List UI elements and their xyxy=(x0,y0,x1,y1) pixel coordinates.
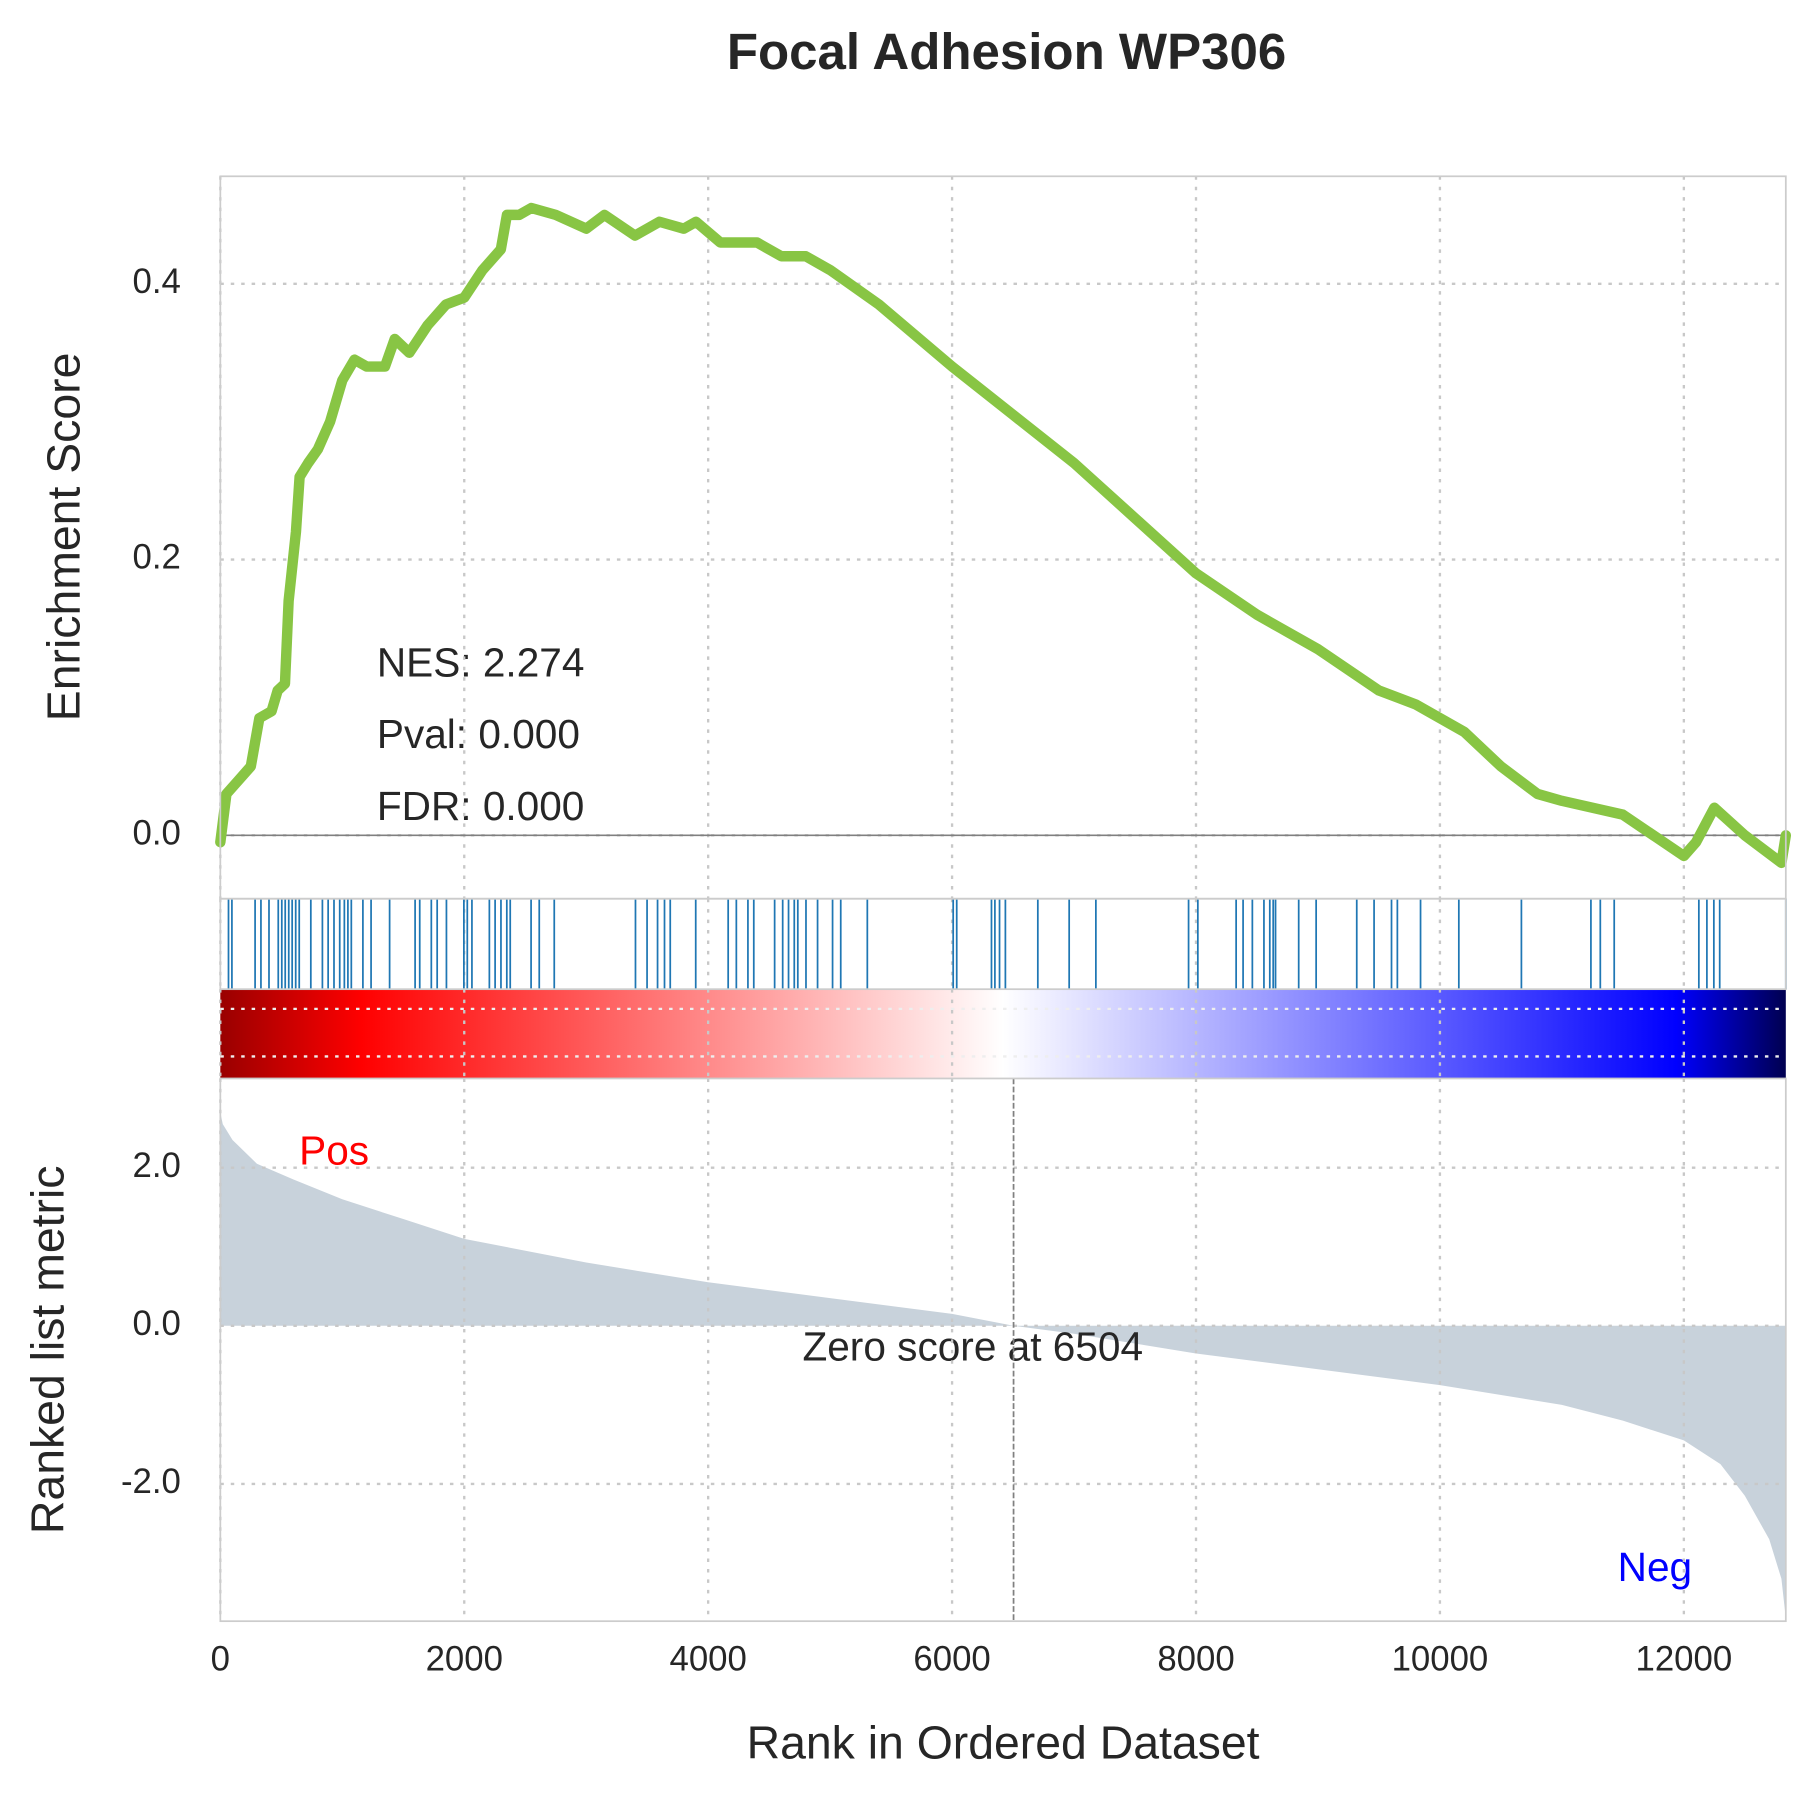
y-tick-label: 0.2 xyxy=(133,539,181,577)
x-tick-label: 4000 xyxy=(669,1641,746,1679)
y-tick-label: 0.4 xyxy=(133,263,181,301)
y-axis-label: Enrichment Score xyxy=(38,353,90,722)
x-tick-label: 8000 xyxy=(1157,1641,1234,1679)
metric-area xyxy=(220,1112,1786,1619)
y-tick-label: 0.0 xyxy=(133,814,181,852)
y-tick-label: -2.0 xyxy=(121,1463,181,1501)
y-tick-label: 2.0 xyxy=(133,1147,181,1185)
enrichment-line xyxy=(215,202,1792,869)
colorbar xyxy=(220,989,1786,1079)
chart-title: Focal Adhesion WP306 xyxy=(727,23,1286,80)
x-tick-label: 12000 xyxy=(1636,1641,1733,1679)
axes-frame xyxy=(219,1077,1787,1623)
stat-label: FDR: 0.000 xyxy=(377,783,585,829)
y-tick-label: 0.0 xyxy=(133,1305,181,1343)
zero-score-label: Zero score at 6504 xyxy=(802,1324,1143,1370)
x-tick-label: 2000 xyxy=(426,1641,503,1679)
pos-label: Pos xyxy=(299,1128,369,1174)
stat-label: Pval: 0.000 xyxy=(377,711,580,757)
x-tick-label: 0 xyxy=(211,1641,230,1679)
x-tick-label: 10000 xyxy=(1392,1641,1489,1679)
neg-label: Neg xyxy=(1618,1544,1692,1590)
x-tick-label: 6000 xyxy=(913,1641,990,1679)
y-axis-label: Ranked list metric xyxy=(21,1166,73,1535)
x-axis-label: Rank in Ordered Dataset xyxy=(747,1717,1260,1769)
axes-frame xyxy=(219,897,1787,991)
stat-label: NES: 2.274 xyxy=(377,639,585,685)
